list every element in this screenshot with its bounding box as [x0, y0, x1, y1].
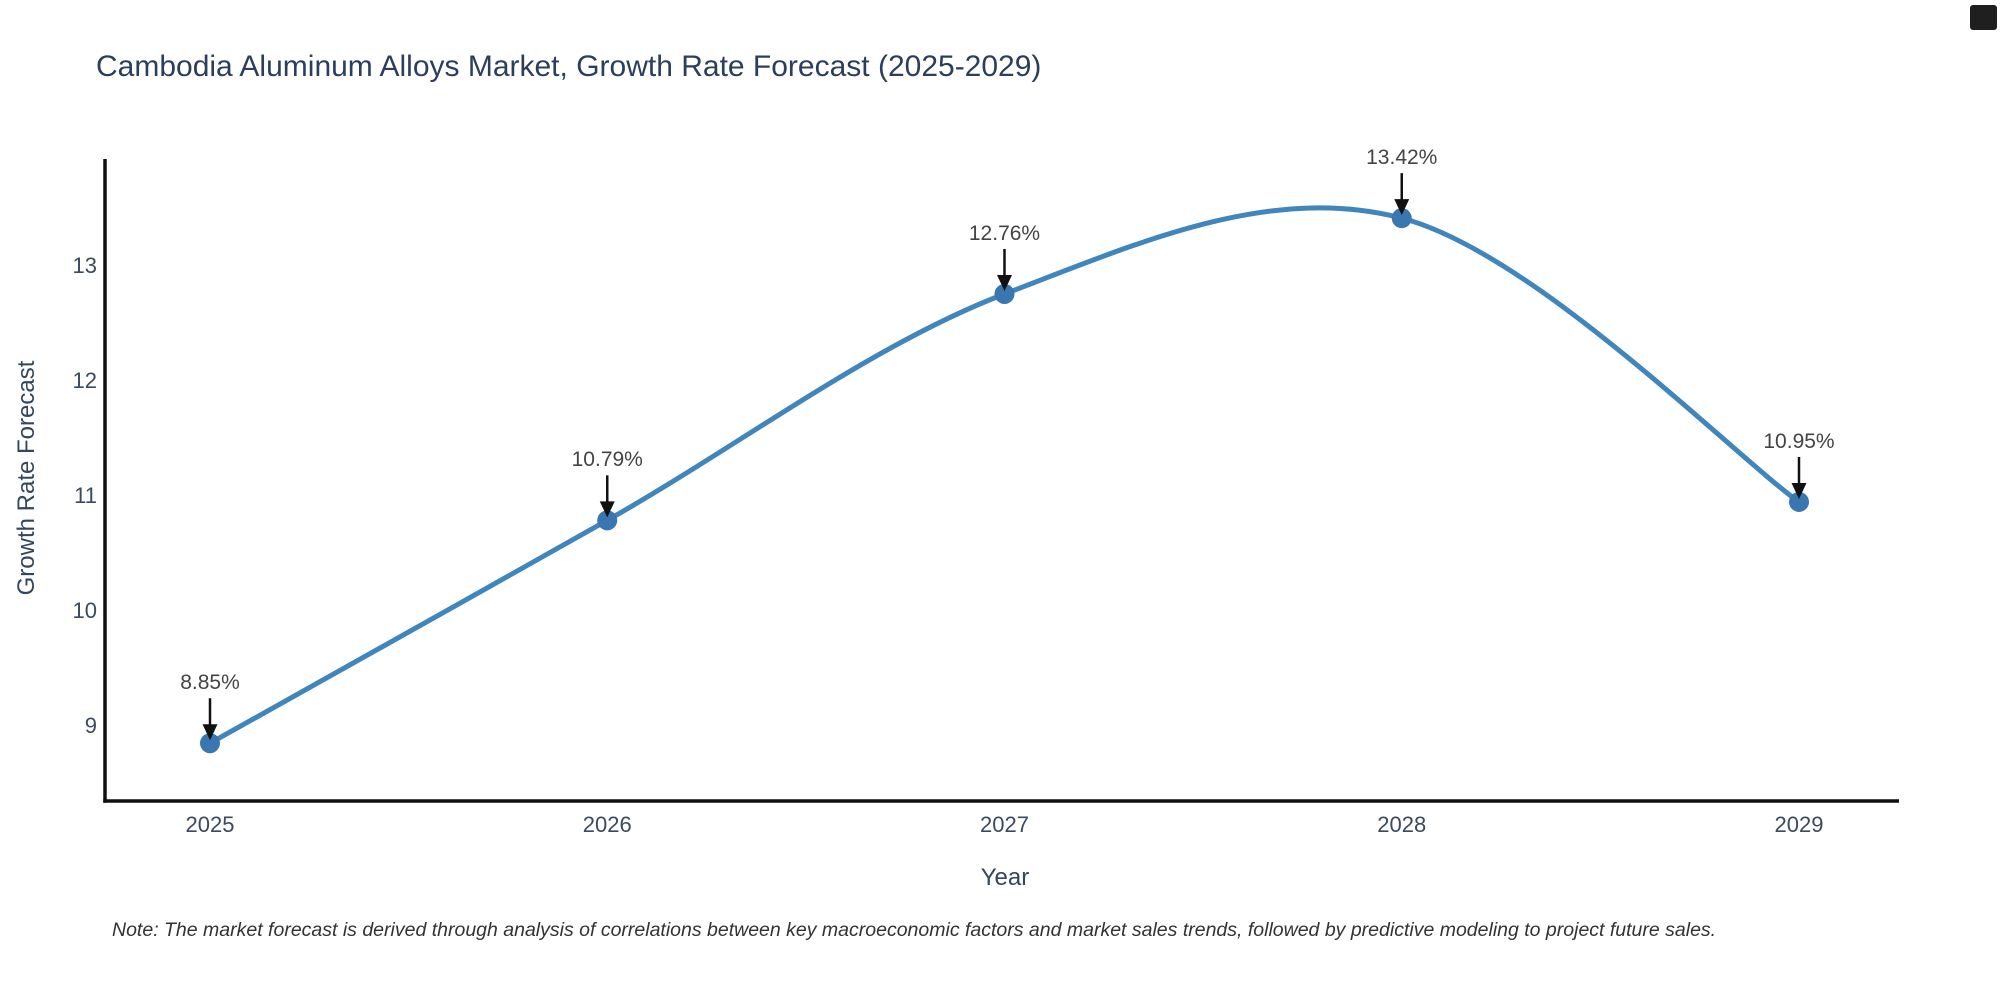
y-tick-12: 12 [72, 368, 97, 394]
y-tick-13: 13 [72, 253, 97, 279]
point-value-label-2027: 12.76% [968, 221, 1041, 245]
y-axis-title: Growth Rate Forecast [13, 360, 40, 596]
y-tick-10: 10 [72, 598, 97, 624]
modebar-icon[interactable] [1970, 5, 1997, 30]
data-point-2025[interactable] [200, 733, 220, 754]
annotation-arrowhead-icon [1394, 199, 1410, 216]
x-tick-2028: 2028 [1377, 812, 1427, 837]
point-value-label-2029: 10.95% [1763, 429, 1835, 453]
annotation-arrowhead-icon [202, 724, 218, 741]
point-value-label-2025: 8.85% [180, 671, 240, 695]
x-tick-2025: 2025 [185, 812, 235, 837]
x-tick-2027: 2027 [980, 812, 1029, 837]
x-axis-title: Year [980, 864, 1030, 891]
point-value-label-2026: 10.79% [571, 448, 643, 472]
data-point-2027[interactable] [994, 283, 1015, 304]
data-point-2026[interactable] [597, 510, 618, 531]
data-point-2029[interactable] [1789, 491, 1809, 512]
annotation-arrowhead-icon [599, 501, 615, 518]
point-value-label-2028: 13.42% [1366, 146, 1438, 170]
footnote: Note: The market forecast is derived thr… [112, 919, 1717, 941]
chart-title: Cambodia Aluminum Alloys Market, Growth … [96, 50, 1042, 83]
y-tick-11: 11 [74, 483, 97, 509]
x-tick-2026: 2026 [582, 812, 632, 837]
data-point-2028[interactable] [1391, 208, 1412, 229]
y-tick-9: 9 [84, 713, 97, 738]
x-tick-2029: 2029 [1774, 812, 1824, 837]
annotation-arrowhead-icon [1791, 482, 1807, 499]
annotation-arrowhead-icon [997, 274, 1012, 291]
